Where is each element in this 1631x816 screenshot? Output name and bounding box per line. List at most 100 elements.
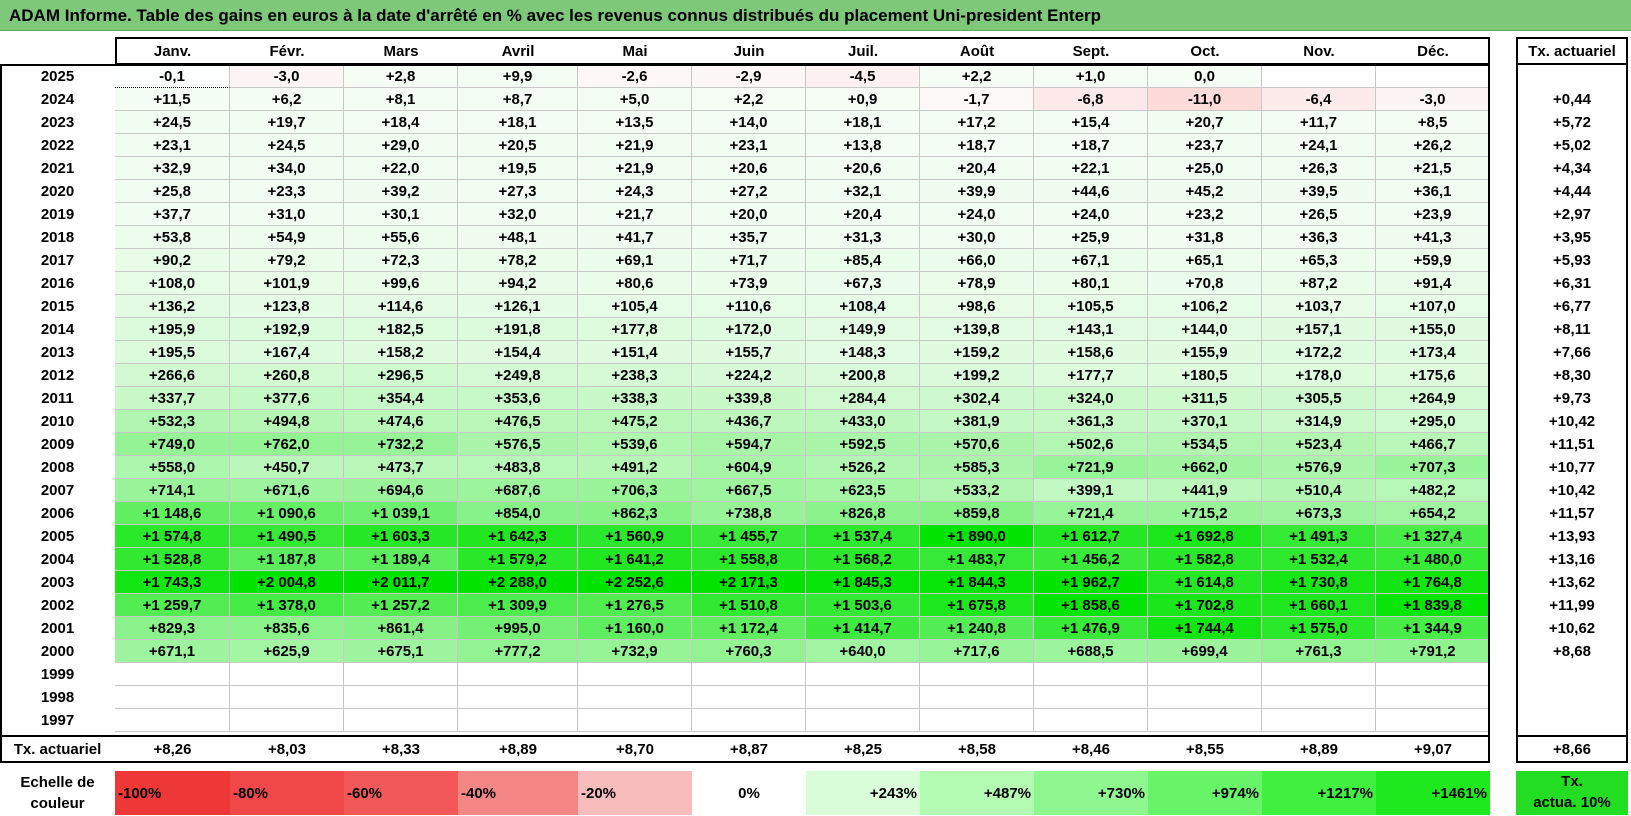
table-cell: +1 257,2 — [344, 594, 458, 617]
table-cell — [1376, 663, 1490, 686]
table-cell: +24,3 — [578, 180, 692, 203]
table-cell: +1 603,3 — [344, 525, 458, 548]
month-header: Avril — [501, 42, 535, 60]
scale-label: Echelle de couleur — [0, 772, 115, 816]
table-cell: +31,3 — [806, 226, 920, 249]
rate-cell: +10,77 — [1516, 456, 1628, 479]
month-header: Août — [959, 42, 995, 60]
table-cell: +311,5 — [1148, 387, 1262, 410]
table-cell: +339,8 — [692, 387, 806, 410]
rate-right-rule — [1626, 64, 1628, 735]
table-cell: +107,0 — [1376, 295, 1490, 318]
table-cell: +1 675,8 — [920, 594, 1034, 617]
rate-cell: +11,99 — [1516, 594, 1628, 617]
table-cell: +862,3 — [578, 502, 692, 525]
table-cell — [692, 686, 806, 709]
table-cell: +534,5 — [1148, 433, 1262, 456]
table-cell: -0,1 — [115, 65, 230, 88]
table-cell: +11,5 — [115, 88, 230, 111]
table-cell: +27,3 — [458, 180, 578, 203]
table-cell: +1 568,2 — [806, 548, 920, 571]
table-cell: +105,5 — [1034, 295, 1148, 318]
year-label: 2021 — [40, 160, 75, 177]
table-cell: +14,0 — [692, 111, 806, 134]
table-cell — [1376, 709, 1490, 732]
table-cell: +19,7 — [230, 111, 344, 134]
year-label: 2011 — [41, 390, 74, 407]
table-cell: +694,6 — [344, 479, 458, 502]
table-cell: +37,7 — [115, 203, 230, 226]
table-cell — [458, 663, 578, 686]
rate-cell: +5,93 — [1516, 249, 1628, 272]
table-cell: +2 004,8 — [230, 571, 344, 594]
year-label: 2023 — [40, 114, 75, 131]
table-cell: +1 845,3 — [806, 571, 920, 594]
table-cell: +159,2 — [920, 341, 1034, 364]
table-cell: +45,2 — [1148, 180, 1262, 203]
footer-rate-cell: +8,26 — [153, 740, 192, 758]
table-cell: +99,6 — [344, 272, 458, 295]
table-cell: +592,5 — [806, 433, 920, 456]
footer-rate-cell: +8,03 — [268, 740, 306, 758]
year-label: 2012 — [40, 367, 75, 384]
rate-cell: +0,44 — [1516, 88, 1628, 111]
table-cell: +195,9 — [115, 318, 230, 341]
table-cell: +502,6 — [1034, 433, 1148, 456]
table-cell: +570,6 — [920, 433, 1034, 456]
table-cell: +707,3 — [1376, 456, 1490, 479]
table-cell: -4,5 — [806, 65, 920, 88]
rate-cell — [1516, 709, 1628, 732]
color-scale-swatch: +974% — [1148, 771, 1262, 815]
table-cell: +717,6 — [920, 640, 1034, 663]
table-cell: +18,7 — [1034, 134, 1148, 157]
table-cell: +48,1 — [458, 226, 578, 249]
year-label: 2003 — [40, 574, 75, 591]
year-label: 2024 — [40, 91, 75, 108]
table-cell: +1 692,8 — [1148, 525, 1262, 548]
table-cell: +1 090,6 — [230, 502, 344, 525]
table-cell: +151,4 — [578, 341, 692, 364]
year-label: 2022 — [40, 137, 75, 154]
table-cell: +1,0 — [1034, 65, 1148, 88]
scale-label-line2: couleur — [30, 795, 85, 812]
table-cell — [344, 686, 458, 709]
reference-rate-swatch: Tx. actua. 10% — [1516, 771, 1628, 815]
table-cell: +671,1 — [115, 640, 230, 663]
table-cell: +2 288,0 — [458, 571, 578, 594]
table-cell: +66,0 — [920, 249, 1034, 272]
scale-label-line1: Echelle de — [20, 774, 95, 791]
table-cell — [115, 686, 230, 709]
rate-cell: +9,73 — [1516, 387, 1628, 410]
table-cell: +1 378,0 — [230, 594, 344, 617]
table-cell — [344, 663, 458, 686]
table-cell — [1262, 65, 1376, 88]
table-cell: +173,4 — [1376, 341, 1490, 364]
rate-cell: +13,93 — [1516, 525, 1628, 548]
table-cell — [1376, 65, 1490, 88]
table-cell — [578, 663, 692, 686]
table-cell: +732,9 — [578, 640, 692, 663]
table-cell: +324,0 — [1034, 387, 1148, 410]
month-header: Nov. — [1303, 42, 1335, 60]
year-label: 2014 — [40, 321, 75, 338]
table-cell: +1 702,8 — [1148, 594, 1262, 617]
table-cell — [115, 709, 230, 732]
table-cell: +108,4 — [806, 295, 920, 318]
table-cell: +25,8 — [115, 180, 230, 203]
table-cell — [692, 709, 806, 732]
table-cell: +532,3 — [115, 410, 230, 433]
table-cell — [1034, 686, 1148, 709]
table-right-rule — [1488, 64, 1490, 735]
table-cell: +1 276,5 — [578, 594, 692, 617]
table-cell — [806, 686, 920, 709]
table-cell — [230, 686, 344, 709]
table-cell: +20,6 — [692, 157, 806, 180]
footer-rate-cell: +9,07 — [1414, 740, 1452, 758]
table-cell: +44,6 — [1034, 180, 1148, 203]
table-cell: +19,5 — [458, 157, 578, 180]
table-cell: +78,2 — [458, 249, 578, 272]
table-cell: +539,6 — [578, 433, 692, 456]
table-cell: +354,4 — [344, 387, 458, 410]
table-cell: +13,8 — [806, 134, 920, 157]
table-cell: +154,4 — [458, 341, 578, 364]
